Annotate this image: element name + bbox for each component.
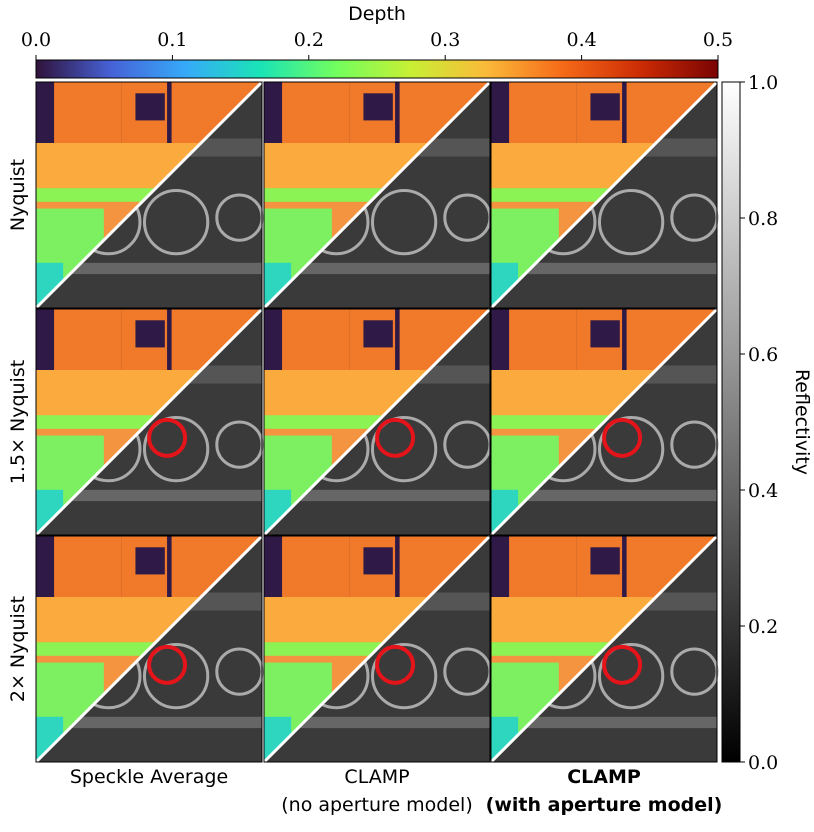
gray-detail xyxy=(597,415,665,483)
gray-band xyxy=(264,489,490,502)
tick-label: 0.1 xyxy=(157,29,187,51)
gray-detail xyxy=(142,415,210,483)
depth-far xyxy=(135,547,165,575)
panel-border xyxy=(490,308,718,536)
panel-grid xyxy=(34,80,719,764)
gray-band xyxy=(36,262,262,275)
diagonal xyxy=(262,307,492,537)
depth-near xyxy=(282,82,350,144)
panel-border xyxy=(490,535,718,763)
column-title: Speckle Average xyxy=(70,766,228,788)
tick-label: 1.0 xyxy=(748,72,778,94)
depth-near xyxy=(54,536,122,598)
depth-far xyxy=(590,547,620,575)
highlight-circle xyxy=(147,417,188,458)
depth-near xyxy=(54,309,122,371)
column-subtitle: (no aperture model) xyxy=(281,794,473,816)
depth-near xyxy=(282,309,350,371)
tick-label: 0.3 xyxy=(430,29,460,51)
diagonal xyxy=(262,534,492,764)
tick-label: 0.2 xyxy=(294,29,324,51)
gray-band xyxy=(36,489,262,502)
gray-detail xyxy=(142,642,210,710)
panel xyxy=(262,307,492,537)
gray-detail xyxy=(370,188,438,256)
highlight-circle xyxy=(375,644,416,685)
diagonal xyxy=(489,307,719,537)
reflectivity-title: Reflectivity xyxy=(791,369,813,475)
highlight-circle xyxy=(147,644,188,685)
panel xyxy=(34,307,264,537)
panel-border xyxy=(35,81,263,309)
panel-border xyxy=(35,308,263,536)
panel xyxy=(262,534,492,764)
panel-border xyxy=(263,535,491,763)
diagonal xyxy=(34,534,264,764)
row-label: Nyquist xyxy=(7,159,29,231)
diagonal xyxy=(489,534,719,764)
panel xyxy=(489,534,719,764)
depth-near xyxy=(509,309,577,371)
tick-label: 0.8 xyxy=(748,208,778,230)
depth-far xyxy=(363,93,393,121)
column-title: CLAMP xyxy=(344,766,409,788)
highlight-circle xyxy=(375,417,416,458)
panel xyxy=(489,307,719,537)
depth-far xyxy=(590,320,620,348)
depth-far xyxy=(135,320,165,348)
tick-label: 0.0 xyxy=(21,29,51,51)
row-label: 2× Nyquist xyxy=(7,596,29,702)
panel-border xyxy=(35,535,263,763)
row-label: 1.5× Nyquist xyxy=(7,360,29,484)
highlight-circle xyxy=(602,644,643,685)
gray-band xyxy=(264,262,490,275)
panel xyxy=(489,80,719,310)
tick-label: 0.6 xyxy=(748,344,778,366)
column-title: CLAMP xyxy=(567,766,641,788)
depth-near xyxy=(509,82,577,144)
tick-label: 0.4 xyxy=(748,480,778,502)
tick-label: 0.0 xyxy=(748,752,778,774)
gray-detail xyxy=(597,642,665,710)
depth-title: Depth xyxy=(348,3,406,25)
gray-band xyxy=(491,489,717,502)
gray-band xyxy=(264,716,490,729)
gray-detail xyxy=(370,415,438,483)
gray-detail xyxy=(597,188,665,256)
depth-near xyxy=(54,82,122,144)
depth-far xyxy=(590,93,620,121)
panel xyxy=(262,80,492,310)
diagonal xyxy=(34,80,264,310)
panel-border xyxy=(263,81,491,309)
depth-far xyxy=(135,93,165,121)
diagonal xyxy=(489,80,719,310)
tick-label: 0.5 xyxy=(703,29,733,51)
gray-band xyxy=(491,262,717,275)
diagonal xyxy=(262,80,492,310)
tick-label: 0.2 xyxy=(748,616,778,638)
labels: Nyquist 1.5× Nyquist 2× Nyquist Speckle Ave… xyxy=(7,159,722,816)
depth-far xyxy=(363,320,393,348)
tick-label: 0.4 xyxy=(566,29,596,51)
panel-border xyxy=(263,308,491,536)
highlight-circle xyxy=(602,417,643,458)
gray-band xyxy=(491,716,717,729)
depth-far xyxy=(363,547,393,575)
gray-detail xyxy=(142,188,210,256)
panel xyxy=(34,80,264,310)
diagonal xyxy=(34,307,264,537)
depth-near xyxy=(282,536,350,598)
column-subtitle: (with aperture model) xyxy=(486,794,723,816)
panel xyxy=(34,534,264,764)
panel-border xyxy=(490,81,718,309)
reflectivity-colorbar xyxy=(721,81,741,763)
depth-colorbar xyxy=(35,59,719,79)
gray-band xyxy=(36,716,262,729)
depth-near xyxy=(509,536,577,598)
gray-detail xyxy=(370,642,438,710)
